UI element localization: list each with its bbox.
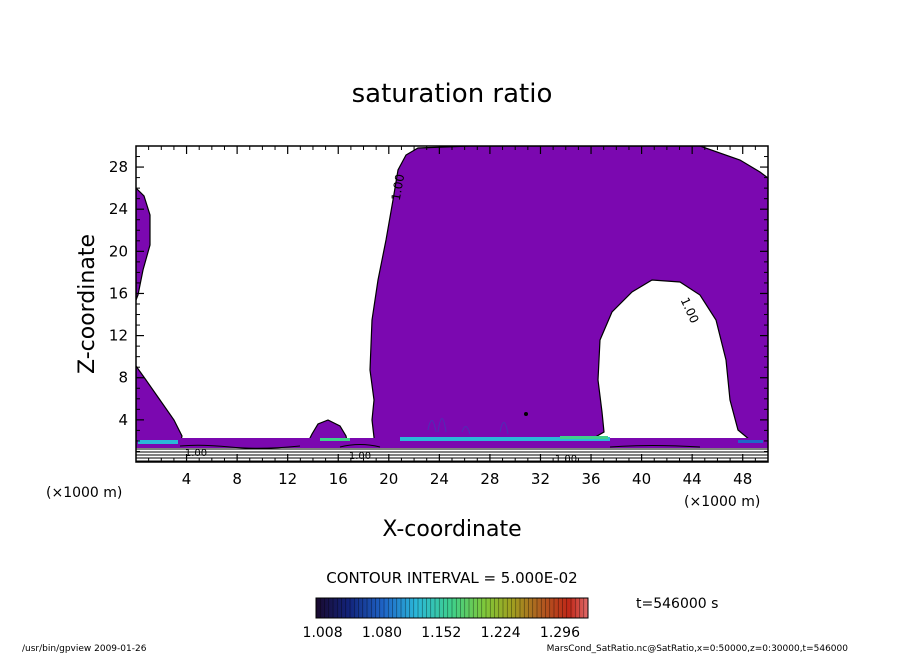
x-tick-label: 48 [733, 470, 752, 488]
colorbar-tick-label: 1.296 [540, 625, 580, 641]
green-band-small [320, 438, 350, 441]
y-tick-label: 4 [118, 411, 128, 429]
colorbar-labels: 1.008 1.080 1.152 1.224 1.296 [303, 625, 581, 641]
main-supersaturated-region [369, 146, 768, 447]
x-tick-label: 16 [329, 470, 348, 488]
x-tick-label: 32 [531, 470, 550, 488]
green-band-right [560, 436, 608, 439]
chart-title: saturation ratio [352, 79, 553, 109]
y-axis-label: Z-coordinate [75, 234, 100, 374]
contour-label: 1.00 [678, 295, 702, 325]
contour-interval: CONTOUR INTERVAL = 5.000E-02 [326, 569, 577, 587]
colorbar-tick-label: 1.152 [421, 625, 461, 641]
x-tick-label: 24 [430, 470, 449, 488]
x-axis-label: X-coordinate [382, 517, 521, 542]
contour-label: 1.00 [389, 173, 407, 202]
x-axis-ticks: 4 8 12 16 20 24 28 32 36 40 44 48 [148, 146, 756, 488]
footer-left: /usr/bin/gpview 2009-01-26 [22, 644, 147, 654]
time-label: t=546000 s [636, 596, 718, 612]
colorbar-tick-label: 1.080 [362, 625, 402, 641]
x-tick-label: 28 [480, 470, 499, 488]
filled-regions [136, 146, 768, 462]
y-tick-label: 8 [118, 369, 128, 387]
y-axis-ticks: 4 8 12 16 20 24 28 [109, 156, 768, 452]
x-unit-left: (×1000 m) [46, 485, 122, 501]
colorbar-tick-label: 1.008 [303, 625, 343, 641]
x-tick-label: 8 [232, 470, 242, 488]
contour-label: 1.00 [185, 448, 207, 459]
near-ground-band [136, 438, 768, 448]
y-tick-label: 16 [109, 284, 128, 302]
cyan-band-left [138, 440, 178, 444]
footer-right: MarsCond_SatRatio.nc@SatRatio,x=0:50000,… [547, 644, 849, 654]
y-tick-label: 20 [109, 242, 128, 260]
x-tick-label: 40 [632, 470, 651, 488]
contour-label: 1.00 [349, 451, 371, 462]
x-tick-label: 4 [182, 470, 192, 488]
x-tick-label: 36 [581, 470, 600, 488]
cyan-band-center [400, 437, 610, 441]
colorbar-stripes [319, 598, 585, 618]
blue-band-right [738, 440, 763, 443]
x-unit-right: (×1000 m) [684, 494, 760, 510]
y-tick-label: 28 [109, 158, 128, 176]
y-tick-label: 24 [109, 200, 128, 218]
x-tick-label: 44 [683, 470, 702, 488]
blue-streaks [427, 418, 509, 435]
colorbar-tick-label: 1.224 [481, 625, 521, 641]
y-tick-label: 12 [109, 327, 128, 345]
x-tick-label: 12 [278, 470, 297, 488]
x-tick-label: 20 [379, 470, 398, 488]
small-contour-dot [524, 412, 528, 416]
